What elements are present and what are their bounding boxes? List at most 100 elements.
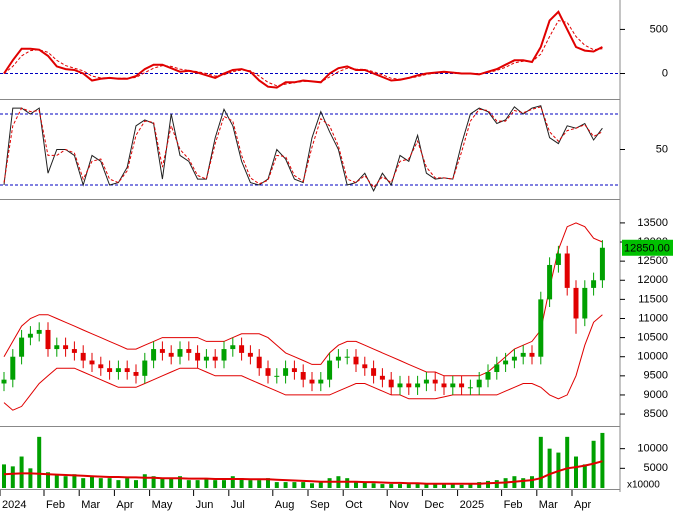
candle-body	[221, 349, 227, 361]
candle-body	[573, 287, 579, 319]
candle-body	[485, 372, 491, 380]
volume-bar	[204, 478, 209, 488]
volume-bar	[98, 478, 103, 488]
volume-bar	[107, 478, 112, 488]
band-line	[3, 222, 603, 377]
volume-bar	[274, 482, 279, 488]
volume-bar	[169, 478, 174, 488]
volume-bar	[186, 480, 191, 488]
candle-body	[441, 383, 447, 388]
candle-body	[45, 329, 51, 350]
x-tick-label: Mar	[539, 499, 558, 511]
volume-bar	[116, 480, 121, 488]
volume-bar	[72, 474, 77, 488]
candle-body	[300, 372, 306, 380]
candle-body	[36, 329, 42, 334]
volume-bar	[151, 476, 156, 488]
candle-body	[450, 383, 456, 388]
x-tick-label: Nov	[389, 499, 409, 511]
volume-bar	[81, 478, 86, 488]
candle-body	[177, 349, 183, 357]
volume-bar	[424, 484, 429, 488]
y-tick-label: 9500	[644, 370, 668, 382]
candle-body	[168, 352, 174, 357]
candle-body	[27, 333, 33, 338]
y-tick-label: 9000	[644, 389, 668, 401]
candle-body	[599, 247, 605, 281]
volume-bar	[37, 436, 42, 488]
volume-bar	[415, 483, 420, 488]
candle-body	[318, 379, 324, 384]
volume-bar	[134, 480, 138, 488]
volume-bar	[547, 448, 552, 488]
candle-body	[538, 299, 544, 357]
volume-bar	[327, 478, 332, 488]
indicator-line	[3, 10, 603, 89]
candle-body	[203, 356, 209, 361]
candle-body	[283, 368, 289, 376]
y-tick-label: 8500	[644, 408, 668, 420]
volume-bar	[362, 482, 367, 488]
candle-body	[327, 360, 333, 380]
unit-label: x10000	[627, 480, 660, 491]
candle-body	[494, 364, 500, 373]
volume-bar	[486, 480, 490, 488]
candle-body	[591, 280, 597, 288]
volume-bar	[2, 464, 6, 488]
last-price-box	[622, 239, 673, 256]
candle-body	[1, 379, 7, 384]
y-tick-label: 500	[650, 23, 668, 35]
candle-body	[239, 345, 245, 353]
candle-body	[423, 379, 429, 384]
volume-bar	[530, 476, 534, 488]
volume-bar	[239, 478, 244, 488]
volume-bar	[459, 484, 464, 488]
volume-bar	[19, 456, 24, 488]
candle-body	[397, 383, 403, 388]
volume-bar	[283, 482, 288, 488]
x-tick-label: Oct	[345, 499, 362, 511]
volume-bar	[54, 474, 59, 488]
volume-bar	[442, 484, 446, 488]
volume-bar	[292, 482, 297, 488]
candle-body	[256, 356, 262, 369]
candle-body	[107, 368, 113, 373]
volume-ma	[3, 460, 603, 485]
candle-body	[89, 360, 95, 365]
candle-body	[186, 349, 192, 353]
volume-bar	[222, 480, 226, 488]
candle-body	[71, 349, 77, 353]
x-tick-label: Mar	[81, 499, 100, 511]
y-tick-label: 0	[662, 67, 668, 79]
indicator-line	[3, 105, 603, 193]
band-line	[3, 314, 603, 411]
x-tick-label: 2025	[460, 499, 484, 511]
volume-bar	[142, 474, 147, 488]
y-tick-label: 10000	[637, 443, 668, 455]
volume-bar	[574, 456, 578, 488]
candle-body	[230, 345, 236, 350]
volume-bar	[248, 480, 253, 488]
volume-bar	[582, 464, 587, 488]
candle-body	[247, 352, 253, 357]
volume-bar	[230, 476, 235, 488]
volume-bar	[565, 436, 570, 488]
volume-bar	[63, 476, 68, 488]
candle-body	[476, 379, 482, 388]
volume-bar	[28, 468, 33, 488]
candle-body	[415, 383, 421, 388]
x-tick-label: Dec	[424, 499, 444, 511]
volume-bar	[389, 484, 394, 488]
volume-bar	[301, 482, 306, 488]
candle-body	[511, 356, 517, 361]
y-tick-label: 11500	[638, 293, 668, 305]
volume-bar	[46, 472, 50, 488]
volume-bar	[433, 484, 438, 488]
candle-body	[159, 349, 165, 353]
volume-bar	[178, 476, 182, 488]
volume-bar	[477, 482, 482, 488]
candle-body	[142, 360, 148, 376]
volume-bar	[213, 480, 218, 488]
candle-body	[520, 352, 526, 357]
y-tick-label: 10500	[637, 332, 668, 344]
